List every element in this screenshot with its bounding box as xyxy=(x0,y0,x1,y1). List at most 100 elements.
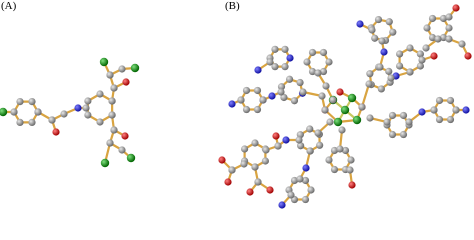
atom xyxy=(434,35,442,43)
atom xyxy=(246,188,254,196)
bonds xyxy=(1,6,470,207)
atom xyxy=(452,4,460,12)
atom xyxy=(271,45,279,53)
atom xyxy=(251,139,259,147)
atom xyxy=(322,82,330,90)
atom xyxy=(299,88,307,96)
atom xyxy=(348,181,356,189)
atom xyxy=(389,28,397,36)
atom xyxy=(287,191,295,199)
atom xyxy=(435,115,444,124)
atom xyxy=(297,142,305,150)
atom xyxy=(277,83,286,91)
atom xyxy=(296,78,304,87)
atom xyxy=(110,84,118,92)
atom xyxy=(428,33,437,42)
atom xyxy=(259,96,267,104)
atom xyxy=(406,68,414,76)
atom xyxy=(385,18,393,26)
atom xyxy=(316,141,324,149)
figure: (A) (B) xyxy=(0,0,472,209)
atom xyxy=(462,106,470,114)
atom xyxy=(303,58,311,66)
atom xyxy=(314,69,322,77)
atom xyxy=(464,52,472,60)
atom xyxy=(241,145,249,153)
atom xyxy=(435,96,444,105)
atom xyxy=(336,145,344,153)
atom xyxy=(290,97,299,105)
atom xyxy=(302,164,310,172)
atom xyxy=(308,48,317,57)
atom xyxy=(314,129,322,137)
atom xyxy=(122,78,130,86)
atom xyxy=(261,157,269,165)
atom xyxy=(356,20,364,28)
atom xyxy=(272,132,280,140)
panel-label: (A) xyxy=(1,0,17,12)
atom xyxy=(277,88,285,96)
atoms xyxy=(0,4,472,209)
atom xyxy=(228,166,236,174)
atom xyxy=(318,92,326,100)
atom xyxy=(380,48,388,56)
atom xyxy=(16,98,24,106)
atom xyxy=(445,13,453,21)
atom xyxy=(253,86,262,95)
atom xyxy=(388,111,397,120)
atom xyxy=(228,100,236,108)
atom xyxy=(240,160,248,168)
atom xyxy=(0,107,8,117)
atom xyxy=(254,66,262,74)
atom xyxy=(118,146,126,154)
atom xyxy=(396,50,404,58)
atom xyxy=(416,62,424,70)
atom xyxy=(281,45,289,53)
atom xyxy=(446,96,455,105)
atom xyxy=(285,75,294,83)
atom xyxy=(108,97,116,105)
atom xyxy=(430,52,438,60)
atom xyxy=(377,85,385,93)
atom xyxy=(366,114,374,122)
atom xyxy=(319,67,328,76)
atom xyxy=(385,67,393,75)
atom xyxy=(387,74,395,82)
atom xyxy=(126,153,136,163)
atom xyxy=(321,106,329,114)
atom xyxy=(290,176,299,185)
atom xyxy=(399,111,408,120)
atom xyxy=(60,110,68,118)
atom xyxy=(84,97,92,105)
atom xyxy=(308,67,317,76)
atom xyxy=(28,98,36,106)
atom xyxy=(347,93,357,103)
atom xyxy=(333,117,343,127)
atom xyxy=(271,63,279,71)
atom xyxy=(130,63,140,73)
atom xyxy=(422,44,430,52)
atom xyxy=(399,130,408,139)
atom xyxy=(352,115,362,125)
atom xyxy=(445,24,453,32)
atom xyxy=(341,146,350,155)
atom xyxy=(388,130,397,139)
atom xyxy=(99,57,109,67)
atom xyxy=(266,58,274,66)
atom xyxy=(84,111,92,119)
atom xyxy=(28,118,36,126)
atom xyxy=(218,156,226,164)
atom xyxy=(439,14,448,23)
atom xyxy=(371,34,379,42)
atom xyxy=(365,80,373,88)
atom xyxy=(338,126,346,134)
atom xyxy=(237,96,245,104)
atom xyxy=(251,163,259,171)
atom xyxy=(52,128,60,136)
atom xyxy=(286,54,294,62)
atom xyxy=(346,166,354,174)
atom xyxy=(118,65,126,73)
atom xyxy=(266,186,274,194)
atom xyxy=(374,15,383,24)
atom xyxy=(405,118,413,126)
